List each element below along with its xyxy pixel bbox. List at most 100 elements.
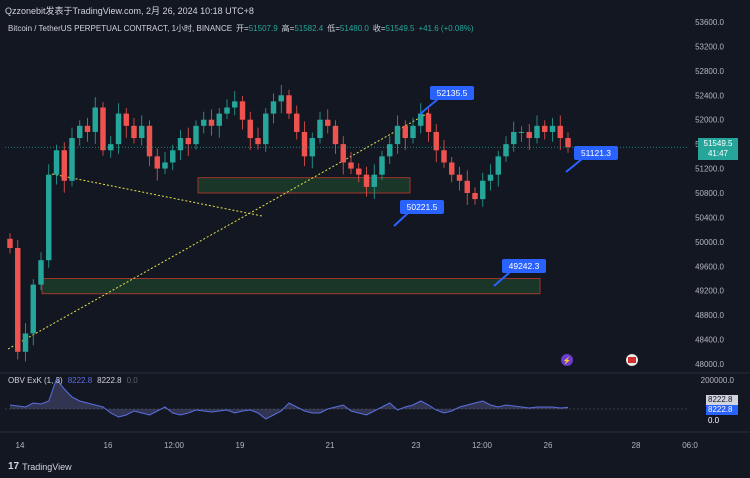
lightning-icon: [561, 354, 573, 366]
time-tick-label: 21: [326, 441, 335, 450]
candle-body: [53, 150, 60, 175]
current-price: 51549.5: [703, 139, 733, 148]
candle-body: [232, 101, 238, 108]
price-tick-label: 48800.0: [695, 311, 724, 320]
candle-body: [255, 138, 261, 145]
candle-body: [216, 113, 222, 126]
callout-box: [400, 200, 444, 214]
candle-body: [348, 162, 354, 169]
support-zone: [197, 177, 411, 194]
candle-body: [511, 131, 517, 145]
candle-body: [309, 138, 315, 157]
candle-body: [77, 125, 83, 139]
price-tick-label: 50800.0: [695, 189, 724, 198]
candle-body: [542, 125, 548, 132]
candle-body: [286, 95, 292, 114]
obv-value-dim: 0.0: [126, 376, 138, 385]
change-readout: +41.6 (+0.08%): [418, 24, 474, 33]
candle-body: [332, 125, 339, 145]
candle-body: [201, 119, 207, 126]
time-tick-label: 23: [412, 441, 421, 450]
candle-body: [480, 180, 486, 200]
candle-body: [433, 131, 439, 151]
obv-line: [9, 377, 569, 420]
candle-body: [418, 113, 424, 126]
candle-body: [549, 125, 556, 132]
callout-box: [502, 259, 546, 273]
time-tick-label: 28: [632, 441, 641, 450]
tradingview-logo[interactable]: 17 TradingView: [8, 461, 72, 472]
price-tick-label: 48400.0: [695, 336, 724, 345]
candle-body: [565, 138, 571, 148]
obv-name[interactable]: OBV ExK (1, 3): [8, 376, 63, 385]
candle-body: [425, 113, 432, 132]
candle-body: [270, 101, 277, 114]
candle-body: [139, 125, 145, 139]
candle-body: [394, 125, 401, 145]
candle-body: [46, 174, 52, 261]
candle-body: [495, 156, 501, 175]
callout-label: 52135.5: [437, 88, 468, 98]
candle-body: [410, 125, 416, 139]
candle-body: [503, 144, 509, 157]
tradingview-brand: TradingView: [22, 461, 72, 472]
obv-tag-2: 8222.8: [706, 405, 738, 415]
candle-body: [131, 125, 137, 139]
candle-body: [387, 144, 393, 157]
candle-body: [208, 119, 215, 126]
price-tick-label: 50000.0: [695, 238, 724, 247]
price-tick-label: 52000.0: [695, 116, 724, 125]
published-line: Qzzonebit发表于TradingView.com, 2月 26, 2024…: [5, 6, 254, 16]
obv-tag-1: 8222.8: [706, 395, 738, 405]
support-zone: [41, 278, 541, 295]
time-tick-label: 14: [16, 441, 25, 450]
callout-box: [430, 86, 474, 100]
callout-pointer: [419, 98, 439, 115]
candle-body: [193, 125, 199, 145]
candle-body: [534, 125, 540, 139]
obv-legend: OBV ExK (1, 3) 8222.8 8222.8 0.0: [8, 376, 138, 385]
obv-area: [10, 379, 568, 419]
candle-body: [7, 238, 13, 248]
candle-body: [363, 174, 370, 187]
candle-body: [224, 107, 230, 114]
candle-body: [123, 113, 129, 126]
symbol-name[interactable]: Bitcoin / TetherUS PERPETUAL CONTRACT, 1…: [8, 24, 233, 33]
obv-value: 8222.8: [97, 376, 122, 385]
candle-body: [402, 125, 408, 139]
candle-body: [38, 260, 44, 285]
callout-pointer: [493, 271, 511, 287]
low-readout: 低=51480.0: [327, 24, 369, 33]
time-tick-label: 12:00: [164, 441, 185, 450]
candle-body: [278, 95, 284, 102]
callout-pointer: [565, 158, 583, 173]
candle-body: [518, 131, 525, 133]
current-price-tag: 51549.5 41:47: [698, 138, 738, 160]
close-readout: 收=51549.5: [372, 24, 415, 33]
rising-trendline: [7, 111, 431, 350]
price-tick-label: 53600.0: [695, 18, 724, 27]
candle-body: [449, 162, 455, 175]
time-tick-label: 16: [104, 441, 113, 450]
candle-body: [371, 174, 377, 187]
candle-body: [100, 107, 106, 151]
price-tick-label: 52800.0: [695, 67, 724, 76]
candle-body: [557, 125, 563, 139]
symbol-legend: Bitcoin / TetherUS PERPETUAL CONTRACT, 1…: [8, 23, 474, 34]
open-readout: 开=51507.9: [236, 24, 278, 33]
candle-body: [487, 174, 494, 181]
high-readout: 高=51582.4: [281, 24, 324, 33]
time-tick-label: 06:0: [682, 441, 698, 450]
candle-body: [185, 138, 191, 145]
candle-body: [456, 174, 463, 181]
candle-body: [317, 119, 323, 139]
tradingview-logo-icon: 17: [8, 461, 20, 472]
price-tick-label: 51200.0: [695, 165, 724, 174]
candle-body: [69, 138, 75, 181]
price-tick-label: 50400.0: [695, 213, 724, 222]
time-tick-label: 19: [236, 441, 245, 450]
candle-body: [61, 150, 67, 181]
obv-tick-label: 200000.0: [701, 376, 735, 385]
